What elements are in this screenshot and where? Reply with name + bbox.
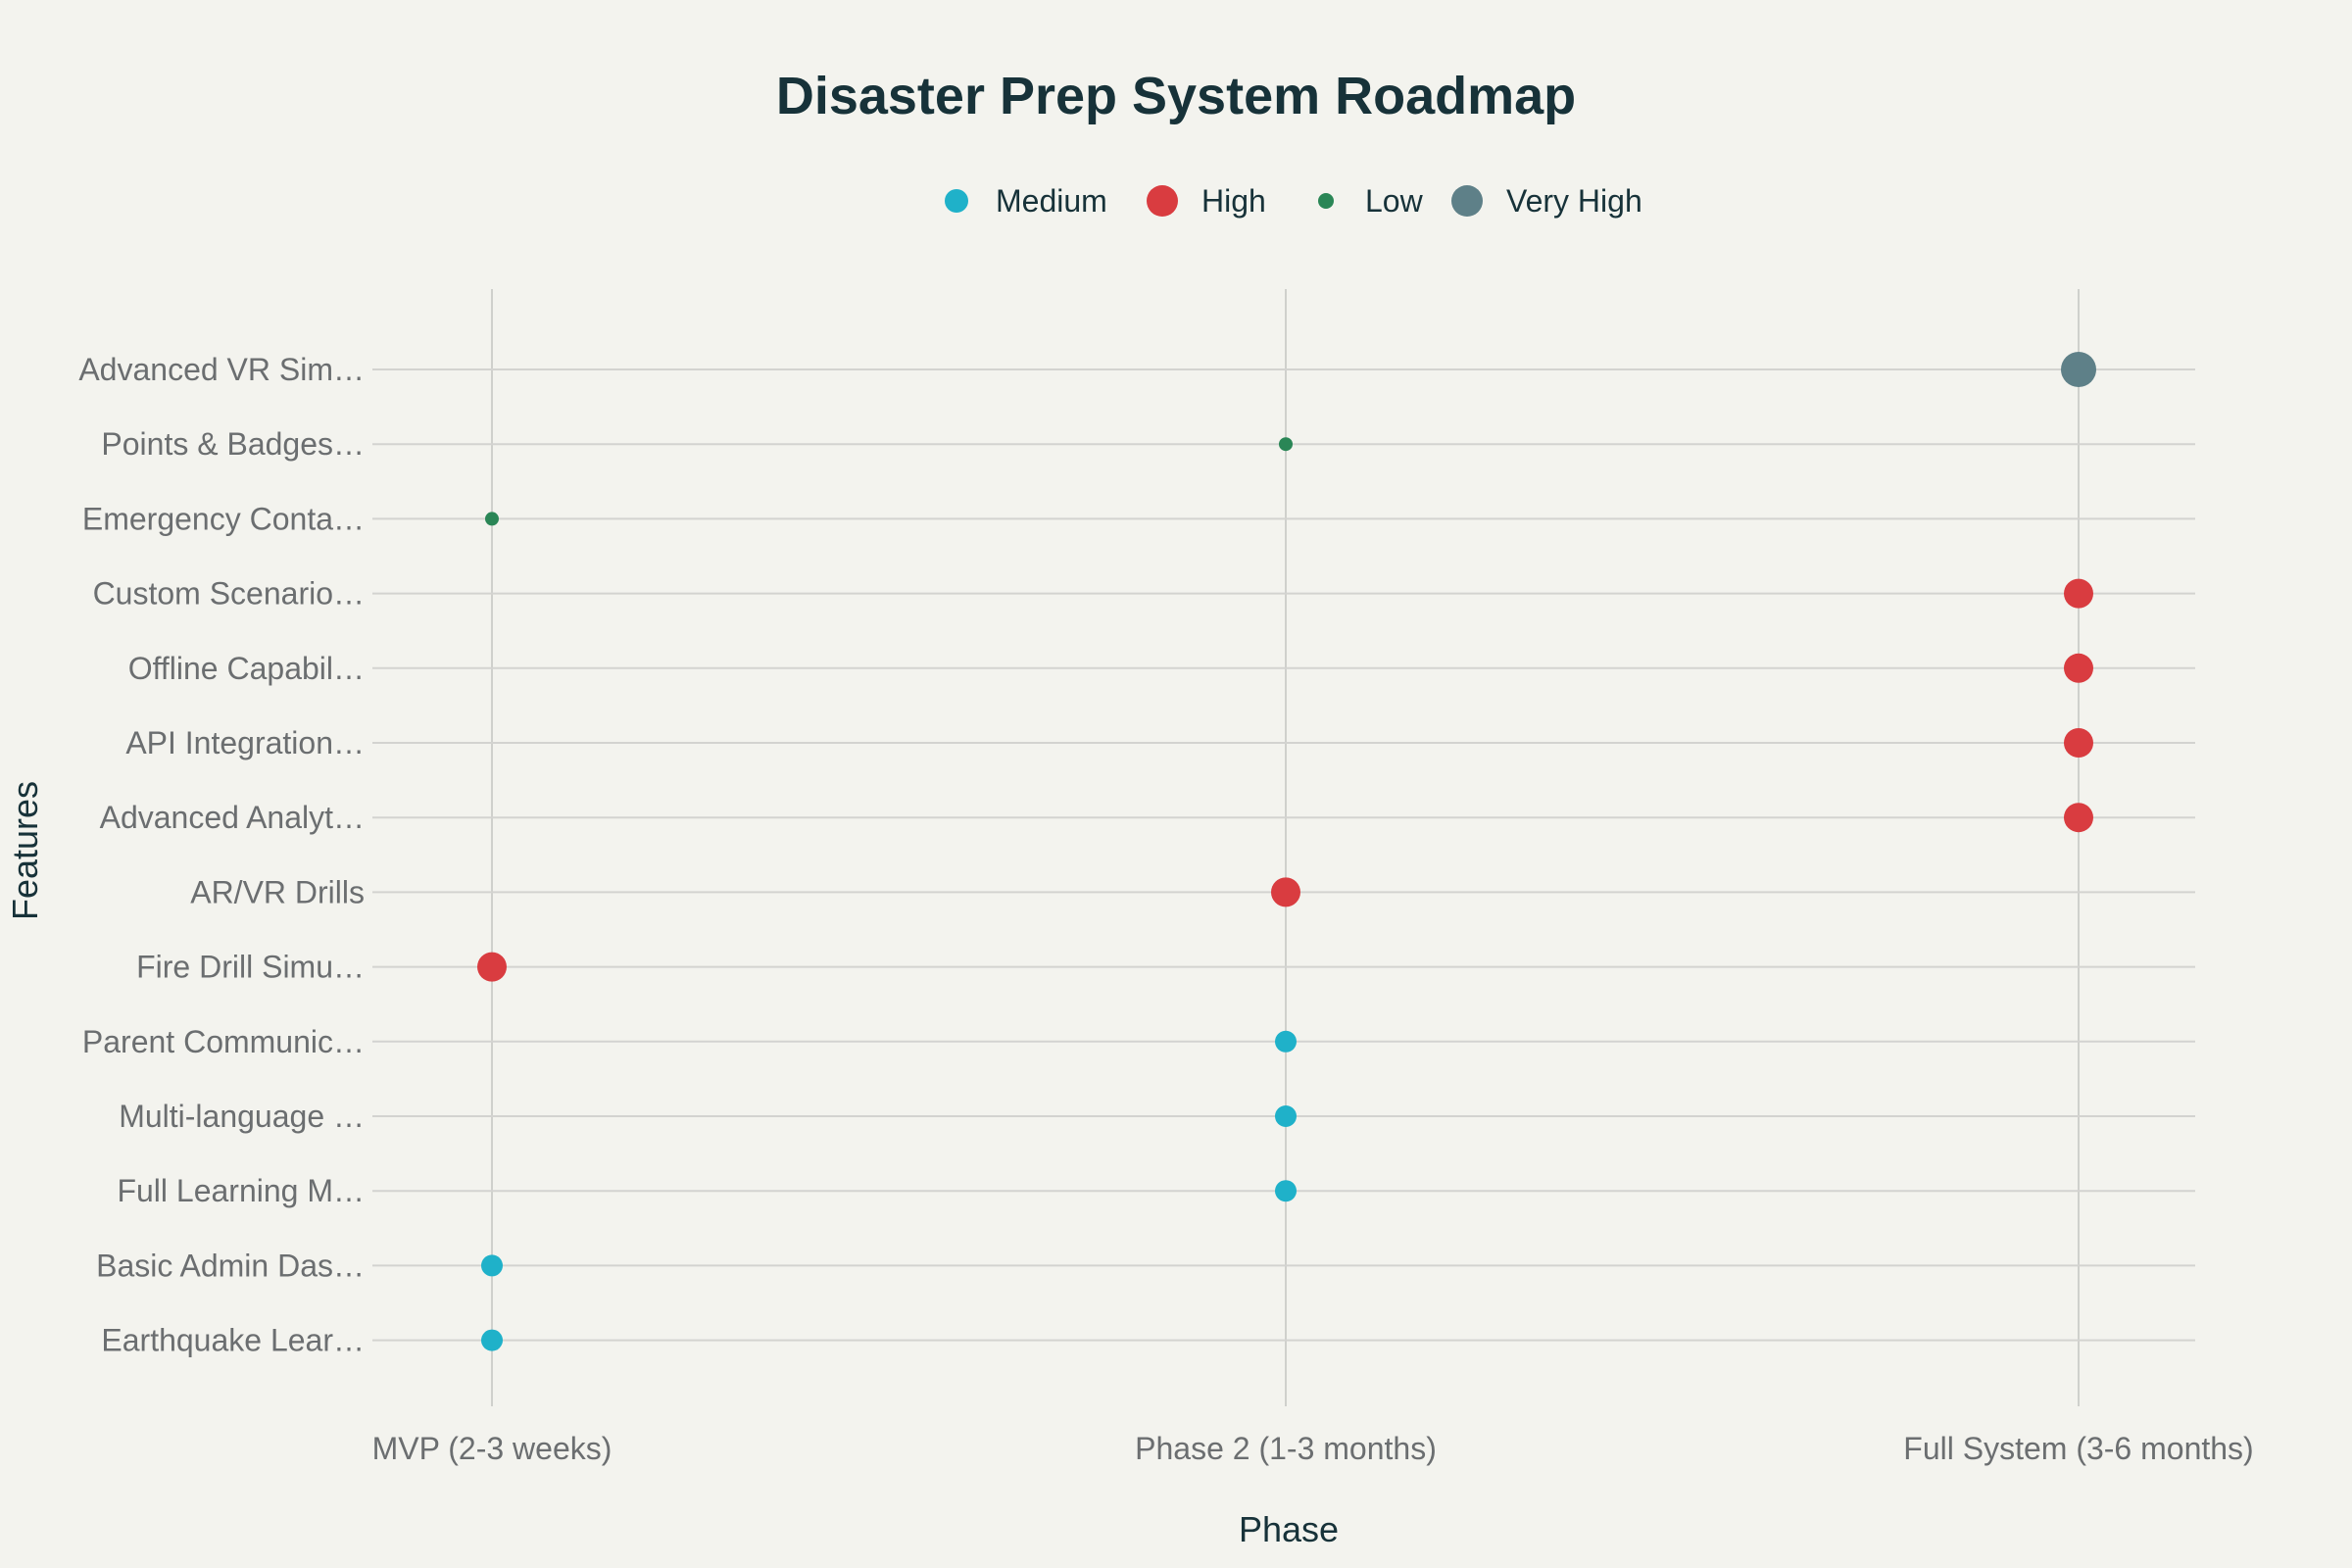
x-tick-label: MVP (2-3 weeks) (372, 1431, 612, 1466)
x-tick-label: Phase 2 (1-3 months) (1135, 1431, 1437, 1466)
x-axis-title: Phase (1239, 1509, 1339, 1549)
legend-label: Low (1365, 183, 1424, 219)
data-point (481, 1329, 503, 1351)
data-point (1275, 1180, 1297, 1202)
legend-marker (945, 189, 968, 213)
legend-marker (1318, 193, 1334, 209)
data-point (2064, 653, 2093, 683)
y-tick-label: Custom Scenario… (93, 576, 365, 612)
data-point (2064, 578, 2093, 609)
data-point (2064, 728, 2093, 758)
data-point (1271, 877, 1300, 907)
legend-label: High (1201, 183, 1266, 219)
legend-marker (1451, 185, 1483, 217)
data-points (477, 352, 2096, 1351)
data-point (477, 952, 507, 982)
y-axis-title: Features (5, 781, 45, 920)
x-gridlines (491, 289, 2080, 1406)
legend-item: Low (1318, 183, 1424, 219)
data-point (1275, 1105, 1297, 1127)
legend-item: Medium (945, 183, 1107, 219)
data-point (1275, 1030, 1297, 1053)
chart-title: Disaster Prep System Roadmap (776, 67, 1576, 125)
y-tick-label: Full Learning M… (117, 1173, 365, 1208)
y-tick-label: API Integration… (125, 725, 365, 760)
y-tick-label: Fire Drill Simu… (136, 950, 365, 985)
data-point (2064, 803, 2093, 833)
y-tick-label: Multi-language … (119, 1099, 365, 1134)
y-tick-label: Earthquake Lear… (101, 1323, 365, 1358)
data-point (2061, 352, 2096, 387)
y-tick-label: AR/VR Drills (190, 874, 365, 909)
y-tick-label: Parent Communic… (82, 1024, 365, 1059)
x-tick-labels: MVP (2-3 weeks) Phase 2 (1-3 months) Full … (372, 1431, 2254, 1466)
legend-label: Medium (996, 183, 1107, 219)
legend-label: Very High (1506, 183, 1642, 219)
legend-marker (1147, 185, 1178, 217)
y-tick-label: Emergency Conta… (82, 501, 365, 536)
x-tick-label: Full System (3-6 months) (1903, 1431, 2253, 1466)
y-tick-label: Basic Admin Das… (96, 1248, 365, 1283)
y-tick-label: Advanced VR Sim… (78, 352, 365, 387)
y-tick-label: Points & Badges… (101, 426, 365, 462)
y-tick-label: Advanced Analyt… (100, 800, 365, 835)
data-point (1279, 437, 1293, 452)
y-tick-label: Offline Capabil… (128, 651, 365, 686)
legend-item: Very High (1451, 183, 1642, 219)
data-point (481, 1254, 503, 1277)
legend-item: High (1147, 183, 1266, 219)
y-tick-labels: Earthquake Lear… Basic Admin Das… Full Lea… (78, 352, 365, 1358)
data-point (485, 512, 499, 526)
legend: Medium High Low Very High (945, 183, 1642, 219)
